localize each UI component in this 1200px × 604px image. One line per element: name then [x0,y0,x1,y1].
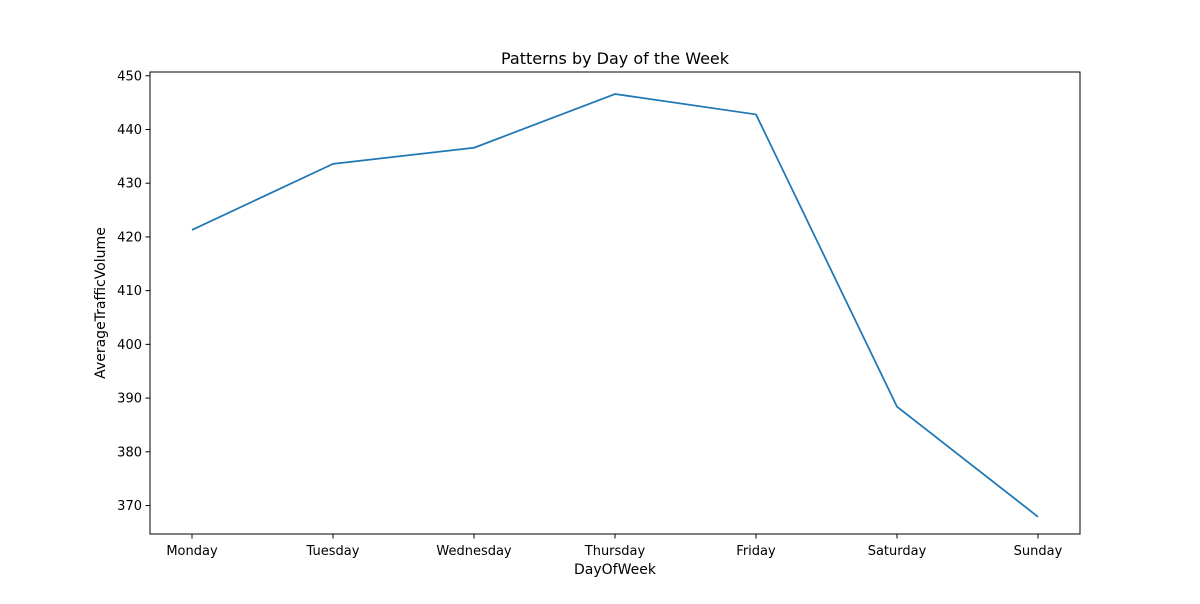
y-axis-label: AverageTrafficVolume [93,227,109,379]
y-tick-label: 450 [117,69,142,84]
series-line [191,93,1039,518]
y-tick-label: 420 [117,230,142,245]
y-tick-label: 410 [117,284,142,299]
x-tick-label: Saturday [868,544,927,559]
y-tick-label: 380 [117,445,142,460]
y-tick-label: 400 [117,338,142,353]
chart-title: Patterns by Day of the Week [501,49,730,68]
plot-frame [149,71,1081,535]
y-tick-label: 390 [117,392,142,407]
x-axis-label: DayOfWeek [574,562,657,578]
x-tick-label: Wednesday [436,544,512,559]
y-tick-label: 430 [117,177,142,192]
y-tick-label: 370 [117,499,142,514]
plot-area: Monday Tuesday Wednesday Thursday Friday Satu… [117,69,1081,559]
y-tick-label: 440 [117,123,142,138]
x-tick-label: Tuesday [306,544,360,559]
x-tick-label: Sunday [1014,544,1063,559]
x-tick-label: Monday [166,544,218,559]
x-tick-label: Friday [736,544,776,559]
x-tick-label: Thursday [584,544,646,559]
